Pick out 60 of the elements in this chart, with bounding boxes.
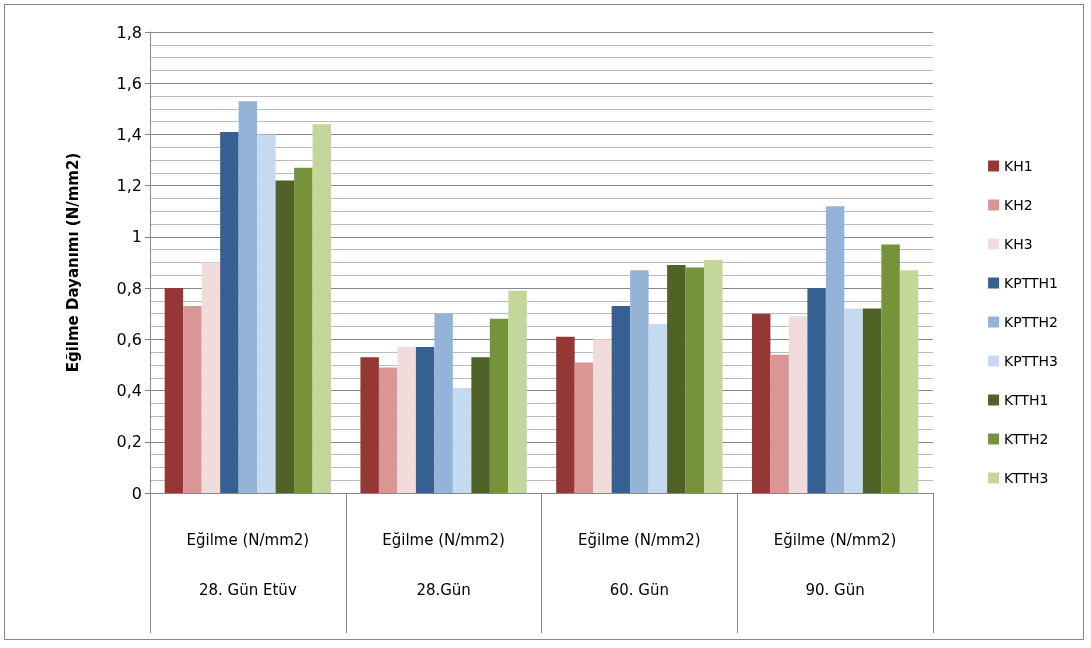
bar (312, 124, 332, 493)
category-label: Eğilme (N/mm2) 28.Gün (382, 531, 505, 599)
y-axis-title: Eğilme Dayanımı (N/mm2) (63, 152, 82, 373)
legend-label: KPTTH1 (1004, 275, 1059, 291)
bar (685, 267, 705, 493)
bar (434, 313, 453, 493)
legend-label: KH2 (1004, 197, 1033, 213)
legend-label: KPTTH2 (1004, 314, 1059, 330)
bar (220, 131, 239, 493)
y-tick-label: 1,4 (116, 124, 142, 144)
category-label: Eğilme (N/mm2) 60. Gün (578, 531, 701, 599)
bar (294, 167, 313, 493)
bar (593, 339, 612, 493)
legend-label: KH1 (1004, 158, 1033, 174)
category-label: Eğilme (N/mm2) 90. Gün (773, 531, 897, 599)
bar (164, 288, 184, 493)
legend-label: KPTTH3 (1004, 353, 1059, 369)
bar (807, 288, 826, 493)
bar (183, 306, 202, 493)
bar (825, 206, 845, 493)
category-label: Eğilme (N/mm2) 28. Gün Etüv (186, 531, 310, 599)
bar (881, 244, 900, 493)
bar (862, 308, 882, 493)
bar (574, 362, 594, 493)
y-tick-label: 1 (131, 227, 142, 247)
bar (556, 336, 575, 493)
bar (770, 354, 789, 493)
bar (257, 134, 276, 493)
bar (667, 265, 686, 493)
y-tick-label: 0,4 (116, 381, 142, 401)
bar (360, 357, 379, 493)
bar (648, 323, 668, 493)
y-tick-label: 1,8 (116, 22, 142, 42)
bar (844, 308, 863, 493)
y-tick-label: 0 (131, 483, 142, 503)
bar (452, 387, 472, 493)
bar (275, 180, 295, 493)
legend-label: KTTH2 (1004, 431, 1049, 447)
bar (238, 101, 258, 493)
y-tick-label: 0,2 (116, 432, 142, 452)
bar (508, 290, 527, 493)
bar (788, 316, 808, 493)
bar (704, 259, 723, 493)
bar (630, 270, 649, 493)
legend-label: KTTH3 (1004, 470, 1049, 486)
y-tick-label: 1,6 (116, 73, 142, 93)
bar (611, 306, 631, 493)
y-tick-label: 0,6 (116, 329, 142, 349)
bar (397, 347, 416, 493)
legend-label: KTTH1 (1004, 392, 1049, 408)
bar (751, 313, 771, 493)
y-tick-label: 0,8 (116, 278, 142, 298)
legend-label: KH3 (1004, 236, 1033, 252)
y-tick-label: 1,2 (116, 176, 142, 196)
bar (489, 318, 509, 493)
bar (415, 347, 435, 493)
bar (201, 262, 221, 493)
bar (471, 357, 490, 493)
bar (899, 270, 919, 493)
bar (378, 367, 398, 493)
